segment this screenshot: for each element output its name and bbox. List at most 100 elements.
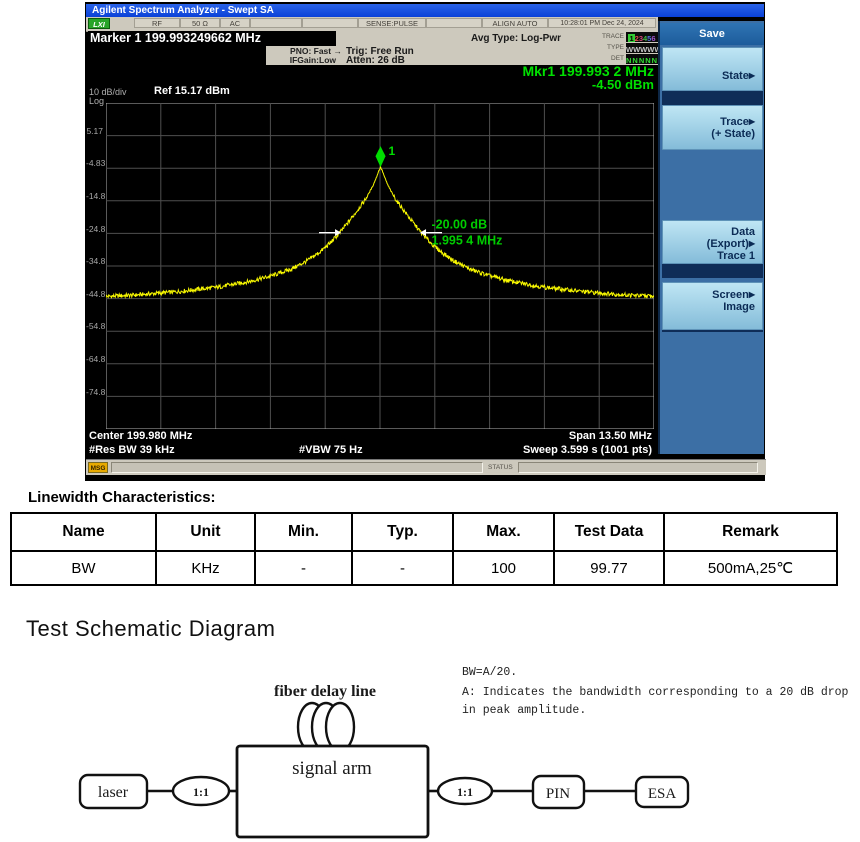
col-header-min: Min.	[254, 512, 353, 552]
log-label: Log	[89, 96, 105, 106]
instrument-status-bar: LXI RF 50 Ω AC SENSE:PULSE ALIGN AUTO 10…	[86, 17, 658, 32]
esa-box	[634, 775, 690, 809]
y-tick-label: -24.8	[86, 224, 106, 234]
signal-arm-label: signal arm	[292, 758, 372, 779]
ndb-width-annotation: 1.995 4 MHz	[432, 234, 503, 248]
y-tick-label: 5.17	[86, 126, 103, 136]
fiber-delay-line-label: fiber delay line	[274, 683, 376, 700]
status-label: STATUS	[488, 464, 513, 471]
laser-label: laser	[98, 784, 129, 801]
trace-legend-row: TRACE 123456	[556, 32, 658, 42]
softkey-separator	[662, 264, 763, 278]
table-header-row: Name Unit Min. Typ. Max. Test Data Remar…	[10, 512, 838, 552]
trace-4-indicator: 4	[643, 34, 648, 42]
avg-type-setting: Avg Type: Log-Pwr	[471, 33, 561, 44]
message-field	[111, 462, 483, 473]
spectrum-analyzer-window: Agilent Spectrum Analyzer - Swept SA LXI…	[85, 2, 766, 481]
trace-1-indicator: 1	[628, 34, 635, 42]
pno-arrow-icon: →	[333, 46, 343, 56]
msg-button[interactable]: MSG	[88, 462, 108, 473]
submenu-arrow-icon: ▶	[748, 117, 755, 126]
marker-amplitude: -4.50 dBm	[591, 77, 654, 92]
marker-readout-bar: Marker 1 199.993249662 MHz	[88, 31, 336, 46]
type-legend-row: TYPE WWWWWW	[556, 43, 658, 53]
fiber-coil-icon	[296, 701, 356, 753]
y-tick-label: -34.8	[86, 256, 106, 266]
window-title-bar: Agilent Spectrum Analyzer - Swept SA	[86, 4, 764, 17]
status-cell-datetime: 10:28:01 PM Dec 24, 2024	[548, 18, 656, 28]
col-header-testdata: Test Data	[553, 512, 665, 552]
center-freq-label: Center 199.980 MHz	[89, 430, 193, 442]
softkey-separator	[662, 330, 763, 332]
pin-box	[531, 774, 586, 810]
type-legend-values: WWWWWW	[626, 43, 658, 53]
trace-label: Trace	[720, 116, 749, 128]
state-softkey[interactable]: State▶	[662, 47, 763, 91]
cell-typ: -	[351, 550, 454, 586]
message-status-bar: MSG STATUS	[86, 459, 766, 475]
state-label: State	[721, 70, 749, 82]
trace-2-indicator: 2	[634, 34, 639, 42]
image-label: Image	[723, 301, 755, 313]
y-tick-label: -64.8	[86, 354, 106, 364]
ndb-annotation: -20.00 dB	[432, 218, 488, 232]
det-legend-row: DET NNNNNN	[556, 54, 658, 64]
submenu-arrow-icon: ▶	[748, 290, 755, 299]
y-tick-label: -54.8	[86, 321, 106, 331]
pno-text: PNO: Fast	[290, 46, 332, 56]
export-label: (Export)	[706, 238, 749, 250]
cell-max: 100	[452, 550, 555, 586]
marker-1-diamond	[375, 146, 386, 168]
test-schematic-diagram: fiber delay line signal arm laser 1:1 1:…	[78, 683, 690, 839]
schematic-note-line3: in peak amplitude.	[462, 704, 587, 717]
ref-level-label: Ref 15.17 dBm	[154, 85, 230, 97]
lxi-badge: LXI	[88, 18, 110, 29]
y-tick-label: -4.83	[86, 158, 106, 168]
col-header-remark: Remark	[663, 512, 838, 552]
cell-name: BW	[10, 550, 157, 586]
status-field	[518, 462, 758, 473]
type-legend-label: TYPE	[607, 44, 624, 51]
trace-softkey[interactable]: Trace▶ (+ State)	[662, 105, 763, 150]
linewidth-section-title: Linewidth Characteristics:	[28, 489, 216, 506]
trigger-setting: Trig: Free Run	[346, 46, 414, 57]
softkey-panel: Save State▶ Trace▶ (+ State) Data (Expor…	[658, 21, 764, 454]
cell-testdata: 99.77	[553, 550, 665, 586]
y-tick-label: -14.8	[86, 191, 106, 201]
status-cell-sense: SENSE:PULSE	[358, 18, 426, 28]
marker-result-readout: Mkr1 199.993 2 MHz -4.50 dBm	[386, 64, 654, 92]
screen-image-softkey[interactable]: Screen▶ Image	[662, 282, 763, 330]
rbw-label: #Res BW 39 kHz	[89, 444, 175, 456]
status-cell	[426, 18, 482, 28]
linewidth-table: Name Unit Min. Typ. Max. Test Data Remar…	[10, 512, 838, 586]
data-trace-label: Trace 1	[717, 250, 755, 262]
marker-1-number: 1	[389, 144, 396, 158]
coupler-1-label: 1:1	[193, 785, 209, 799]
trace-legend-values: 123456	[626, 32, 658, 42]
submenu-arrow-icon: ▶	[748, 71, 755, 80]
laser-box	[78, 773, 149, 810]
det-values: NNNNNN	[626, 56, 658, 64]
softkey-separator	[662, 91, 763, 105]
header-background	[266, 45, 334, 65]
coupler-1-ellipse	[171, 775, 231, 807]
col-header-unit: Unit	[155, 512, 256, 552]
vbw-label: #VBW 75 Hz	[299, 444, 363, 456]
y-tick-label: -44.8	[86, 289, 106, 299]
schematic-section-title: Test Schematic Diagram	[26, 616, 276, 641]
col-header-name: Name	[10, 512, 157, 552]
status-cell-coupling: AC	[220, 18, 250, 28]
spectrum-graticule: 1 -20.00 dB 1.995 4 MHz	[106, 103, 654, 429]
screen-label: Screen	[712, 289, 749, 301]
coupler-2-label: 1:1	[457, 785, 473, 799]
ndb-point-arrows	[319, 229, 443, 237]
signal-arm-box	[235, 744, 430, 839]
data-export-softkey[interactable]: Data (Export)▶ Trace 1	[662, 220, 763, 264]
cell-remark: 500mA,25℃	[663, 550, 838, 586]
status-cell	[250, 18, 302, 28]
table-data-row: BW KHz - - 100 99.77 500mA,25℃	[10, 550, 838, 586]
schematic-note-line2: A: Indicates the bandwidth corresponding…	[462, 686, 849, 699]
menu-title: Save	[660, 23, 764, 45]
esa-label: ESA	[648, 786, 677, 802]
sweep-label: Sweep 3.599 s (1001 pts)	[522, 444, 652, 456]
